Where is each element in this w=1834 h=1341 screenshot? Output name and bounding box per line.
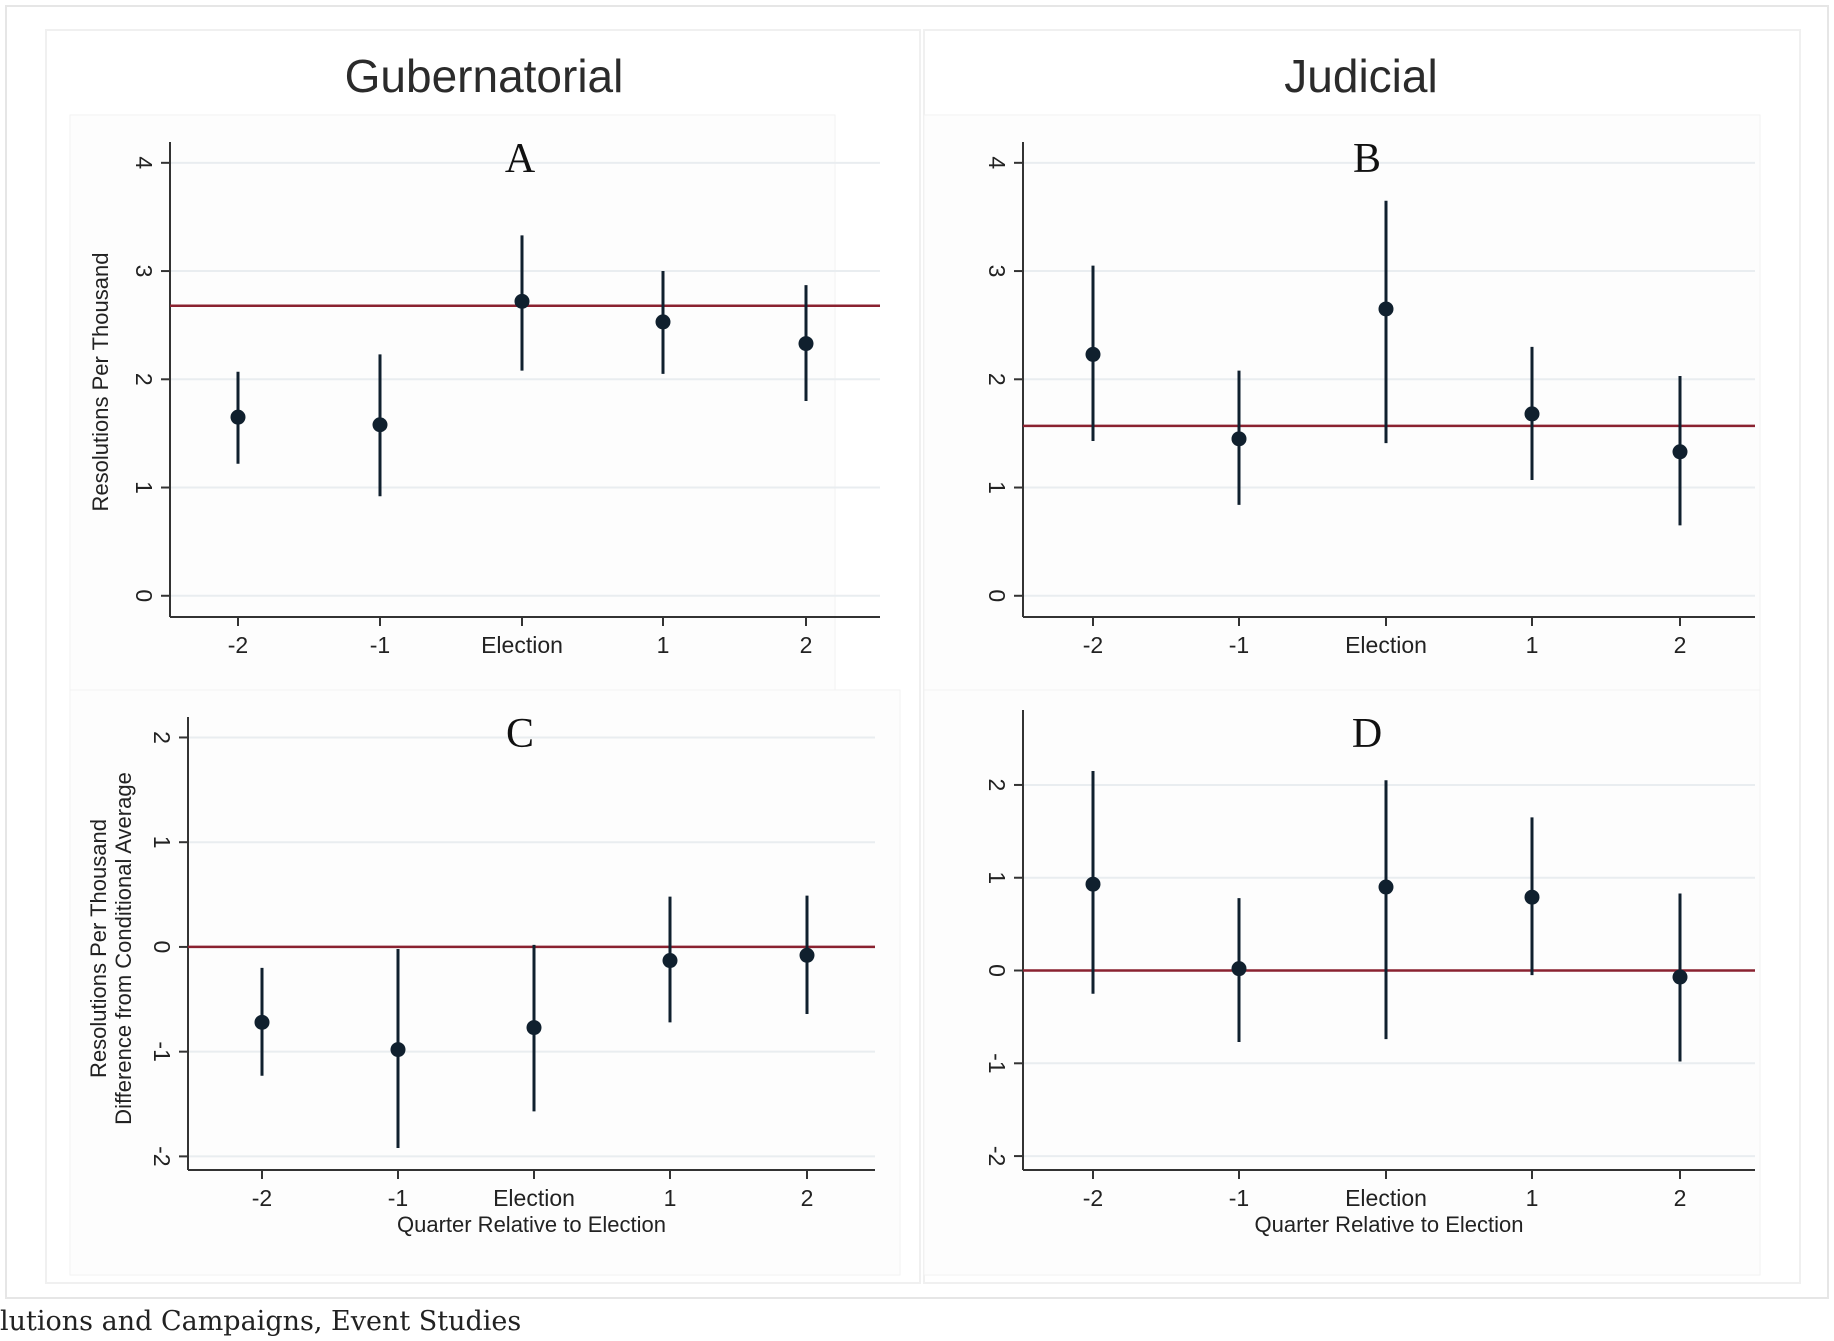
x-tick-label: Election <box>493 1185 575 1211</box>
panel-b-background <box>923 114 1761 691</box>
y-tick-label: 0 <box>131 589 157 602</box>
y-tick-label: 1 <box>131 481 157 494</box>
data-point <box>1231 961 1247 977</box>
x-tick-label: 1 <box>1526 1185 1539 1211</box>
x-tick-label: Election <box>1345 1185 1427 1211</box>
y-axis-title: Resolutions Per Thousand <box>86 819 111 1078</box>
y-tick-label: 4 <box>131 156 157 169</box>
x-tick-label: 1 <box>664 1185 677 1211</box>
data-point <box>1524 406 1540 422</box>
data-point <box>1231 431 1247 447</box>
figure-caption: lutions and Campaigns, Event Studies <box>0 1306 522 1337</box>
y-axis-title: Difference from Conditional Average <box>111 772 136 1125</box>
x-tick-label: 2 <box>800 632 813 658</box>
data-point <box>1378 879 1394 895</box>
y-axis-title: Resolutions Per Thousand <box>88 253 113 512</box>
data-point <box>655 314 671 330</box>
y-tick-label: 4 <box>984 156 1010 169</box>
y-tick-label: 0 <box>984 964 1010 977</box>
data-point <box>1524 889 1540 905</box>
y-tick-label: 2 <box>131 373 157 386</box>
y-tick-label: 0 <box>149 941 175 954</box>
panel-a-background <box>69 114 836 691</box>
x-tick-label: -2 <box>252 1185 272 1211</box>
data-point <box>1378 301 1394 317</box>
left-column-frame <box>45 29 921 1284</box>
panel-d-background <box>923 689 1761 1276</box>
data-point <box>1085 346 1101 362</box>
data-point <box>514 293 530 309</box>
y-tick-label: -1 <box>984 1053 1010 1073</box>
x-tick-label: -2 <box>1083 1185 1103 1211</box>
x-tick-label: 1 <box>1526 632 1539 658</box>
x-tick-label: -1 <box>388 1185 408 1211</box>
y-tick-label: 1 <box>984 871 1010 884</box>
panel-letter-a: A <box>505 136 536 182</box>
y-tick-label: 2 <box>984 779 1010 792</box>
panel-d: -2 -1 0 1 2 -2 -1 Election 1 2 D Quarter Relative t… <box>923 689 1761 1276</box>
y-tick-label: -2 <box>984 1146 1010 1166</box>
x-tick-label: -1 <box>370 632 390 658</box>
data-point <box>526 1020 542 1036</box>
y-tick-label: 3 <box>984 265 1010 278</box>
data-point <box>254 1014 270 1030</box>
x-tick-label: 2 <box>1674 632 1687 658</box>
panel-letter-c: C <box>506 711 534 757</box>
panel-letter-d: D <box>1352 711 1382 757</box>
panel-c-background <box>69 689 901 1276</box>
data-point <box>1085 876 1101 892</box>
y-tick-label: 2 <box>984 373 1010 386</box>
x-tick-label: -2 <box>1083 632 1103 658</box>
column-title-judicial: Judicial <box>1284 50 1437 102</box>
panel-letter-b: B <box>1353 136 1381 182</box>
column-title-gubernatorial: Gubernatorial <box>345 50 624 102</box>
y-tick-label: 3 <box>131 265 157 278</box>
x-tick-label: 1 <box>657 632 670 658</box>
y-tick-label: 2 <box>149 731 175 744</box>
x-tick-label: 2 <box>1674 1185 1687 1211</box>
x-tick-label: 2 <box>801 1185 814 1211</box>
data-point <box>230 409 246 425</box>
data-point <box>1672 444 1688 460</box>
data-point <box>799 947 815 963</box>
outer-frame <box>5 5 1829 1299</box>
x-tick-label: -1 <box>1229 632 1249 658</box>
data-point <box>1672 969 1688 985</box>
y-tick-label: 1 <box>984 481 1010 494</box>
x-tick-label: -2 <box>228 632 248 658</box>
y-tick-label: -2 <box>149 1146 175 1166</box>
panel-a: 0 1 2 3 4 -2 -1 Election 1 2 A Resolutions Per Thou… <box>69 114 880 691</box>
panel-c: -2 -1 0 1 2 -2 -1 Election 1 2 C Resolutions Per Th… <box>69 689 901 1276</box>
y-tick-label: -1 <box>149 1041 175 1061</box>
x-tick-label: Election <box>481 632 563 658</box>
panels-group: 0 1 2 3 4 -2 -1 Election 1 2 A Resolutions Per Thou… <box>69 114 1761 1276</box>
x-axis-title: Quarter Relative to Election <box>397 1212 666 1237</box>
x-tick-label: -1 <box>1229 1185 1249 1211</box>
y-tick-label: 0 <box>984 589 1010 602</box>
data-point <box>390 1042 406 1058</box>
x-tick-label: Election <box>1345 632 1427 658</box>
data-point <box>798 336 814 352</box>
x-axis-title: Quarter Relative to Election <box>1254 1212 1523 1237</box>
data-point <box>662 953 678 969</box>
panel-b: 0 1 2 3 4 -2 -1 Election 1 2 B <box>923 114 1761 691</box>
data-point <box>372 417 388 433</box>
y-tick-label: 1 <box>149 836 175 849</box>
